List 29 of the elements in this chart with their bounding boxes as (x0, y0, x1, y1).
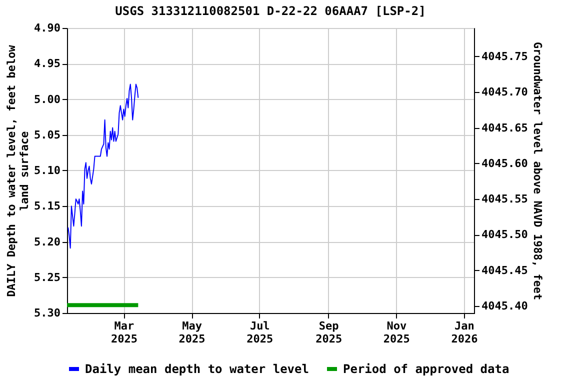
x-tick-label: Nov 2025 (383, 320, 410, 346)
y-tick-label: 5.10 (34, 164, 60, 177)
y2-tick-label: 4045.50 (482, 228, 528, 242)
x-tick-label: Jan 2026 (451, 320, 478, 346)
y2-tick-label: 4045.70 (482, 86, 528, 99)
y2-tick-label: 4045.55 (482, 192, 528, 206)
legend-label: Period of approved data (343, 362, 510, 376)
chart-title: USGS 313312110082501 D-22-22 06AAA7 [LSP-2] (115, 4, 426, 18)
y-tick-label: 5.25 (34, 270, 60, 284)
y-tick-label: 5.00 (34, 92, 60, 106)
y2-tick-label: 4045.45 (482, 264, 528, 277)
y2-axis-title: Groundwater level above NAVD 1988, feet (530, 42, 544, 300)
y2-tick-label: 4045.75 (482, 50, 528, 63)
y-tick-label: 5.15 (34, 200, 60, 213)
y2-tick-label: 4045.65 (482, 121, 528, 134)
y-tick-label: 5.05 (34, 128, 60, 142)
line-series (68, 84, 139, 249)
y-tick-label: 5.30 (34, 306, 60, 320)
x-tick-label: Jul 2025 (246, 320, 274, 346)
x-tick-label: Mar 2025 (110, 320, 138, 346)
y2-tick-label: 4045.40 (482, 299, 528, 312)
y-tick-label: 5.20 (34, 235, 60, 248)
y2-tick-label: 4045.60 (482, 156, 528, 170)
y-tick-label: 4.90 (34, 22, 60, 34)
x-tick-label: Sep 2025 (316, 320, 342, 346)
y-axis-title: DAILY Depth to water level, feet below land surface (5, 44, 32, 297)
x-tick-label: May 2025 (178, 320, 206, 346)
y-tick-label: 4.95 (34, 57, 60, 70)
legend-label: Daily mean depth to water level (85, 362, 309, 376)
